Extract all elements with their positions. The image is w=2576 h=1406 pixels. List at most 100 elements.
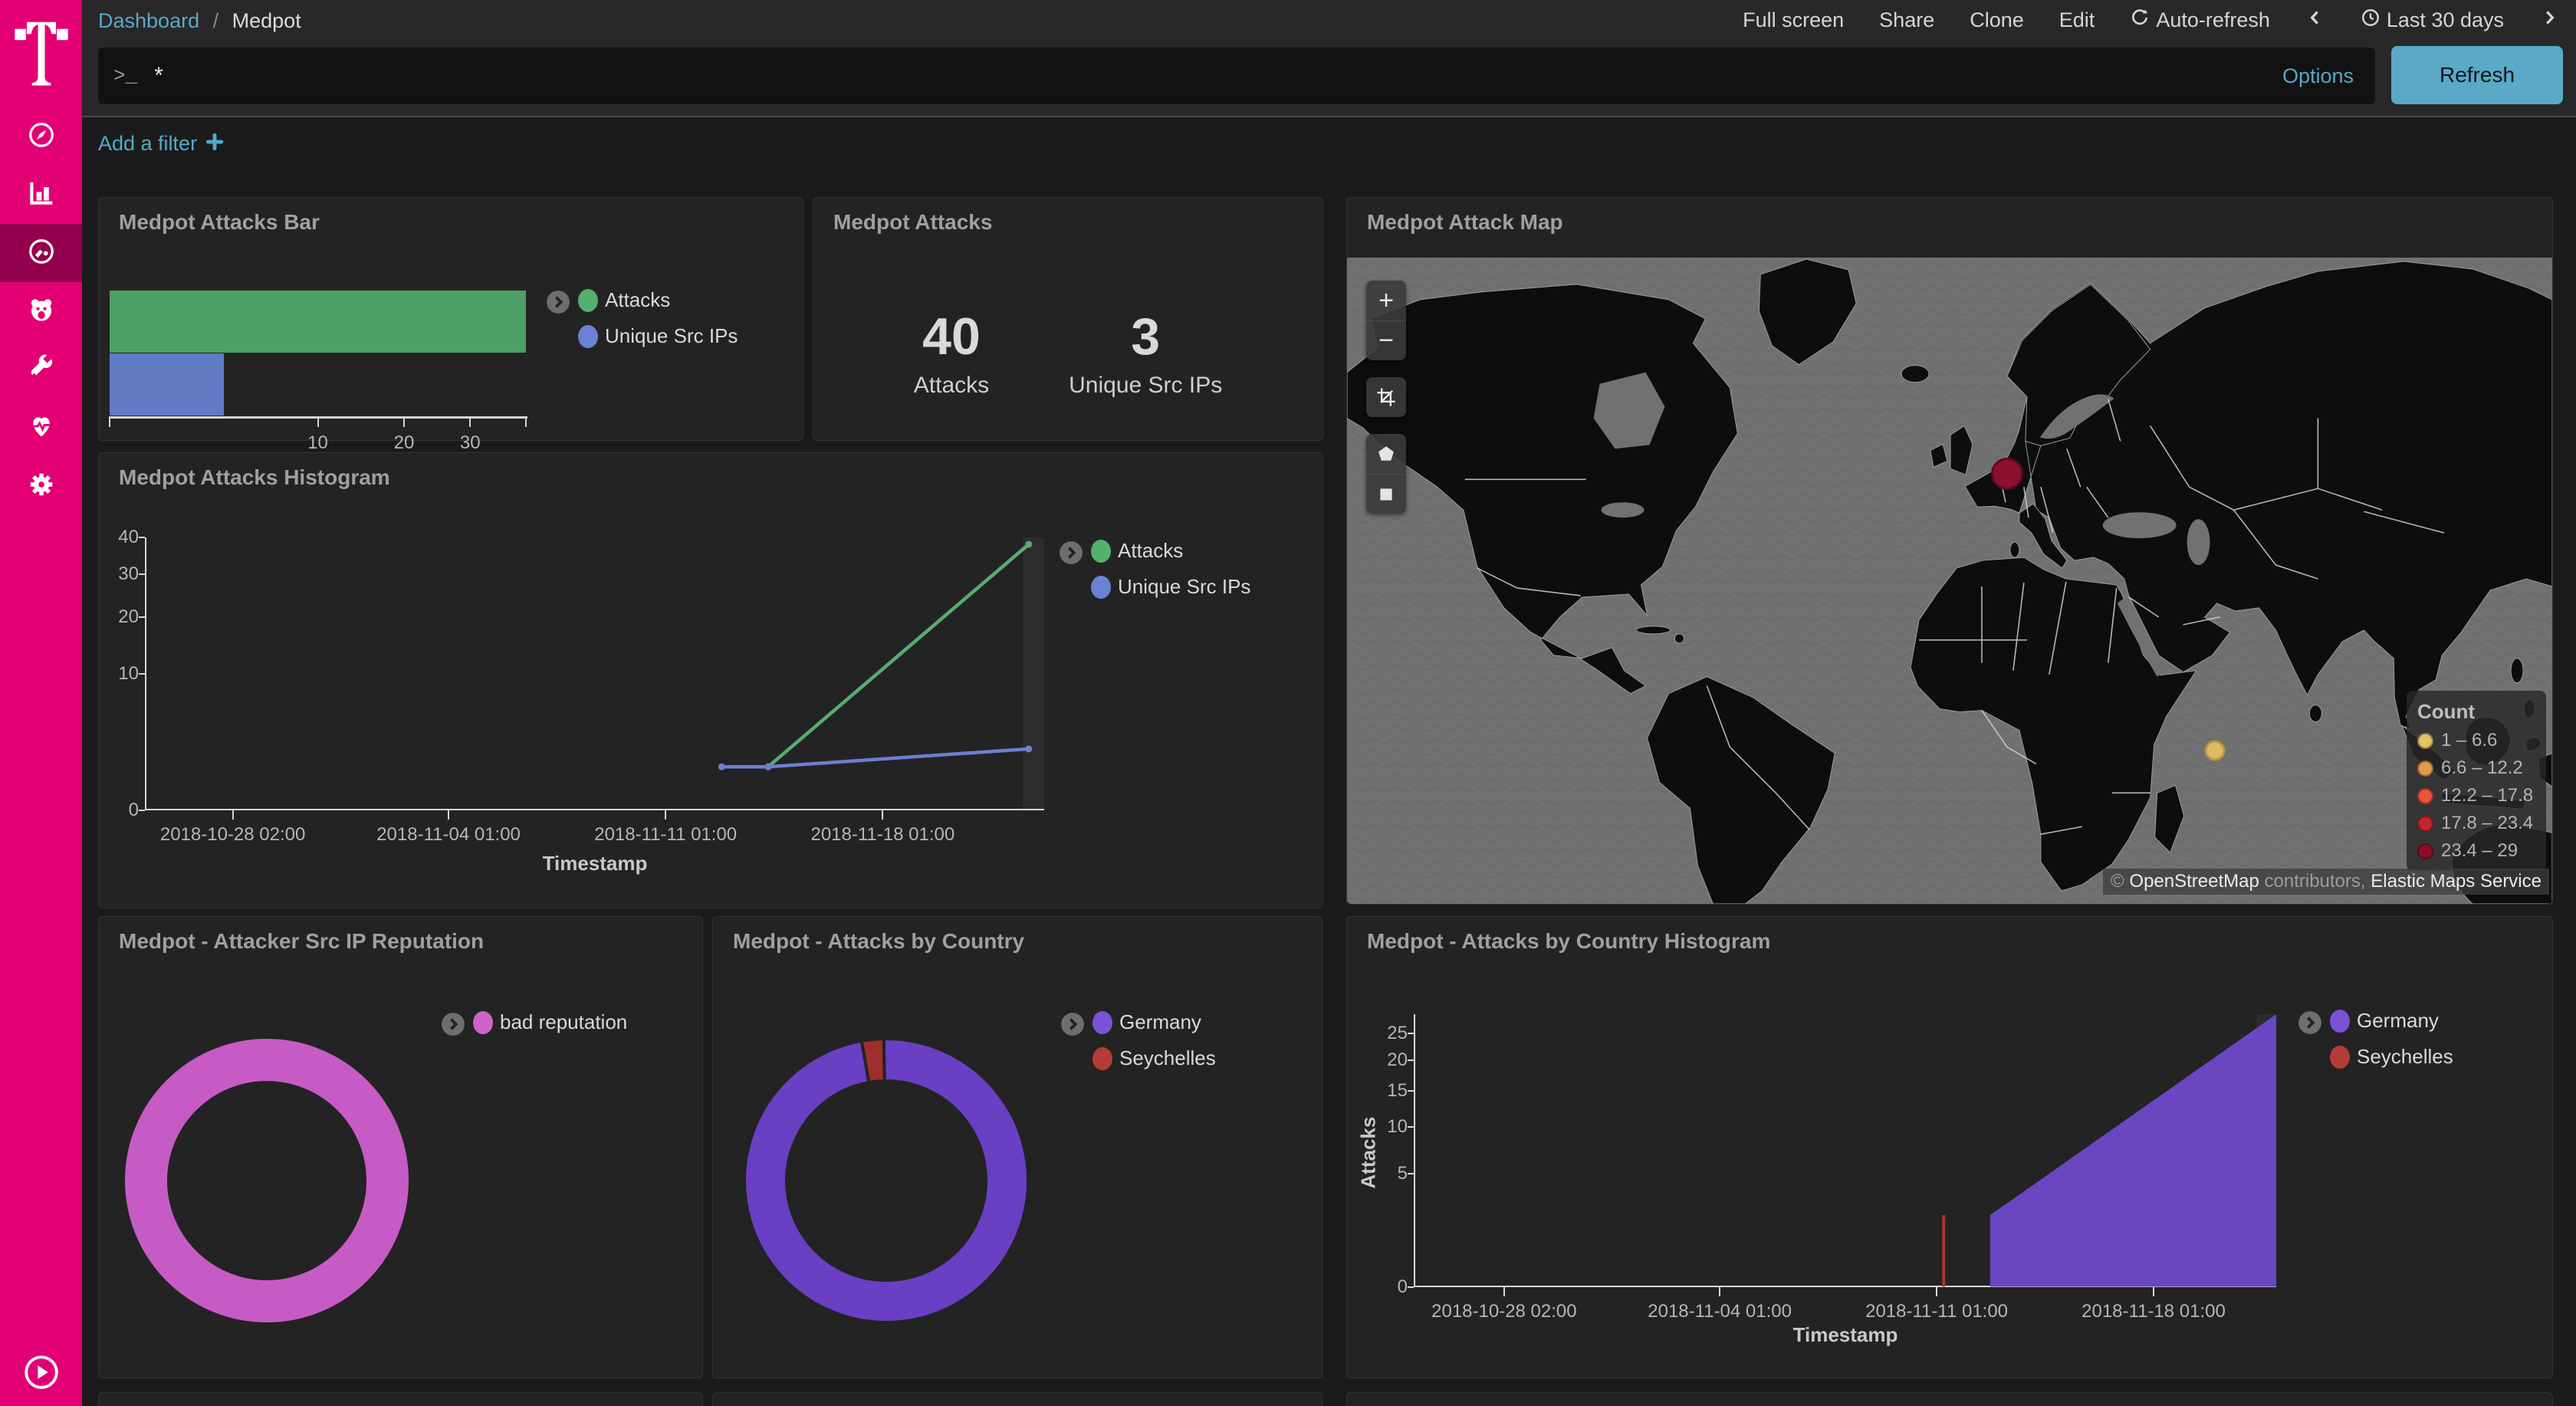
top-header: Dashboard / Medpot Full screen Share Clo… — [82, 0, 2576, 117]
panel-title: Medpot - Attacks by Country Histogram — [1367, 929, 1771, 953]
edit-button[interactable]: Edit — [2058, 8, 2095, 31]
refresh-button[interactable]: Refresh — [2391, 46, 2563, 104]
map-draw-polygon-button[interactable] — [1366, 434, 1406, 474]
osm-link[interactable]: OpenStreetMap — [2129, 871, 2259, 892]
x-tick-label: 30 — [459, 432, 481, 453]
country-histogram-chart[interactable] — [1414, 1014, 2276, 1287]
tick-mark — [525, 416, 527, 427]
panel-title: Medpot Attack Map — [1367, 210, 1563, 234]
sidebar-item-monitoring[interactable] — [0, 399, 82, 457]
tick-mark — [2153, 1287, 2154, 1296]
gauge-icon — [27, 237, 56, 270]
sidebar-item-dev-tools[interactable] — [0, 340, 82, 399]
sidebar-item-dashboard[interactable] — [0, 224, 82, 282]
metric-group: 40 Attacks 3 Unique Src IPs — [813, 307, 1322, 399]
legend-item-seychelles[interactable]: Seychelles — [1092, 1046, 1216, 1070]
auto-refresh-button[interactable]: Auto-refresh — [2130, 8, 2270, 33]
query-options-link[interactable]: Options — [2282, 64, 2354, 87]
sidebar-nav — [0, 107, 82, 515]
country-donut-chart[interactable] — [725, 1020, 1047, 1342]
world-map[interactable]: + − Count 1 – 6.6 6.6 – 12.2 12.2 – 17.8… — [1347, 258, 2552, 904]
heartbeat-icon — [27, 412, 56, 445]
time-back-button[interactable] — [2305, 8, 2325, 33]
x-axis-title: Timestamp — [1792, 1323, 1898, 1346]
time-forward-button[interactable] — [2539, 8, 2559, 33]
y-tick-label: 30 — [118, 563, 139, 584]
chevron-right-icon — [2539, 8, 2559, 33]
map-fit-bounds-button[interactable] — [1366, 377, 1406, 417]
time-range-picker[interactable]: Last 30 days — [2361, 8, 2504, 33]
map-count-legend: Count 1 – 6.6 6.6 – 12.2 12.2 – 17.8 17.… — [2407, 691, 2546, 871]
panel-attacks-by-country-histogram: Medpot - Attacks by Country Histogram At… — [1346, 916, 2553, 1378]
collapse-nav-button[interactable] — [0, 1353, 82, 1395]
map-point-western-germany[interactable] — [1991, 458, 2024, 491]
legend-toggle-icon[interactable] — [1059, 540, 1083, 599]
sidebar-item-honeypot[interactable] — [0, 282, 82, 340]
y-tick-label: 20 — [118, 606, 139, 628]
panel-attacks-histogram: Medpot Attacks Histogram Timestamp Attac… — [98, 452, 1323, 908]
legend-item-germany[interactable]: Germany — [1092, 1010, 1216, 1034]
attacks-histogram-chart[interactable] — [145, 537, 1044, 810]
legend-item-attacks[interactable]: Attacks — [578, 288, 738, 312]
bar-Unique Src IPs — [110, 353, 224, 416]
breadcrumb-dashboard-link[interactable]: Dashboard — [98, 9, 200, 32]
legend-item-unique-src-ips[interactable]: Unique Src IPs — [1091, 575, 1250, 599]
x-tick-label: 2018-11-04 01:00 — [376, 824, 521, 845]
x-tick-label: 2018-10-28 02:00 — [1431, 1301, 1577, 1322]
tick-mark — [1408, 1125, 1414, 1128]
panel-partially-visible — [1346, 1392, 2553, 1406]
metric-value: 3 — [1131, 307, 1161, 366]
refresh-cycle-icon — [2130, 8, 2150, 33]
legend-toggle-icon[interactable] — [1060, 1012, 1085, 1070]
full-screen-button[interactable]: Full screen — [1743, 8, 1845, 31]
attacks-bar-chart[interactable]: 10 20 30 — [99, 198, 803, 453]
map-legend-item: 12.2 – 17.8 — [2417, 785, 2535, 806]
legend-item-attacks[interactable]: Attacks — [1091, 539, 1250, 563]
world-map-tiles — [1347, 258, 2552, 904]
clone-button[interactable]: Clone — [1970, 8, 2024, 31]
legend-toggle-icon[interactable] — [441, 1012, 465, 1040]
legend-item-unique-src-ips[interactable]: Unique Src IPs — [578, 324, 738, 348]
tick-mark — [1408, 1059, 1414, 1062]
map-legend-title: Count — [2417, 700, 2476, 723]
x-axis-line — [110, 416, 527, 419]
tick-mark — [882, 810, 884, 820]
reputation-donut-chart[interactable] — [106, 1020, 428, 1342]
plus-icon[interactable] — [205, 132, 225, 156]
legend-toggle-icon[interactable] — [546, 290, 570, 348]
legend-item-germany[interactable]: Germany — [2330, 1009, 2453, 1033]
telekom-logo[interactable] — [0, 11, 82, 95]
breadcrumb-separator: / — [212, 9, 219, 32]
metric-unique-src-ips: 3 Unique Src IPs — [1069, 307, 1222, 399]
map-zoom-in-button[interactable]: + — [1378, 285, 1394, 315]
tick-mark — [232, 810, 234, 820]
query-input[interactable] — [154, 63, 2282, 89]
sidebar-item-management[interactable] — [0, 457, 82, 515]
y-tick-label: 20 — [1387, 1050, 1408, 1071]
breadcrumb-current: Medpot — [232, 9, 301, 32]
clock-icon — [2361, 8, 2380, 33]
map-point-indian-ocean-seychelles-[interactable] — [2204, 740, 2226, 761]
share-button[interactable]: Share — [1879, 8, 1935, 31]
bar-Attacks — [110, 291, 526, 353]
metric-label: Attacks — [913, 373, 990, 398]
add-filter-link[interactable]: Add a filter — [98, 132, 198, 155]
map-attribution: © OpenStreetMap contributors, Elastic Ma… — [2103, 869, 2549, 895]
map-zoom-out-button[interactable]: − — [1366, 320, 1406, 360]
metric-attacks: 40 Attacks — [914, 307, 989, 399]
legend-item-seychelles[interactable]: Seychelles — [2330, 1045, 2453, 1069]
sidebar-item-discover[interactable] — [0, 107, 82, 166]
panel-partially-visible — [712, 1392, 1322, 1406]
panel-title: Medpot Attacks — [833, 210, 993, 234]
query-prompt-icon: >_ — [113, 64, 138, 87]
x-axis-title: Timestamp — [542, 852, 648, 875]
map-legend-item: 6.6 – 12.2 — [2417, 757, 2535, 779]
map-legend-item: 17.8 – 23.4 — [2417, 813, 2535, 834]
legend-item-bad-reputation[interactable]: bad reputation — [473, 1010, 627, 1034]
sidebar-item-visualize[interactable] — [0, 166, 82, 224]
ems-link[interactable]: Elastic Maps Service — [2371, 871, 2542, 892]
legend-toggle-icon[interactable] — [2298, 1010, 2322, 1069]
tick-mark — [317, 416, 319, 427]
map-draw-rectangle-button[interactable] — [1366, 474, 1406, 514]
